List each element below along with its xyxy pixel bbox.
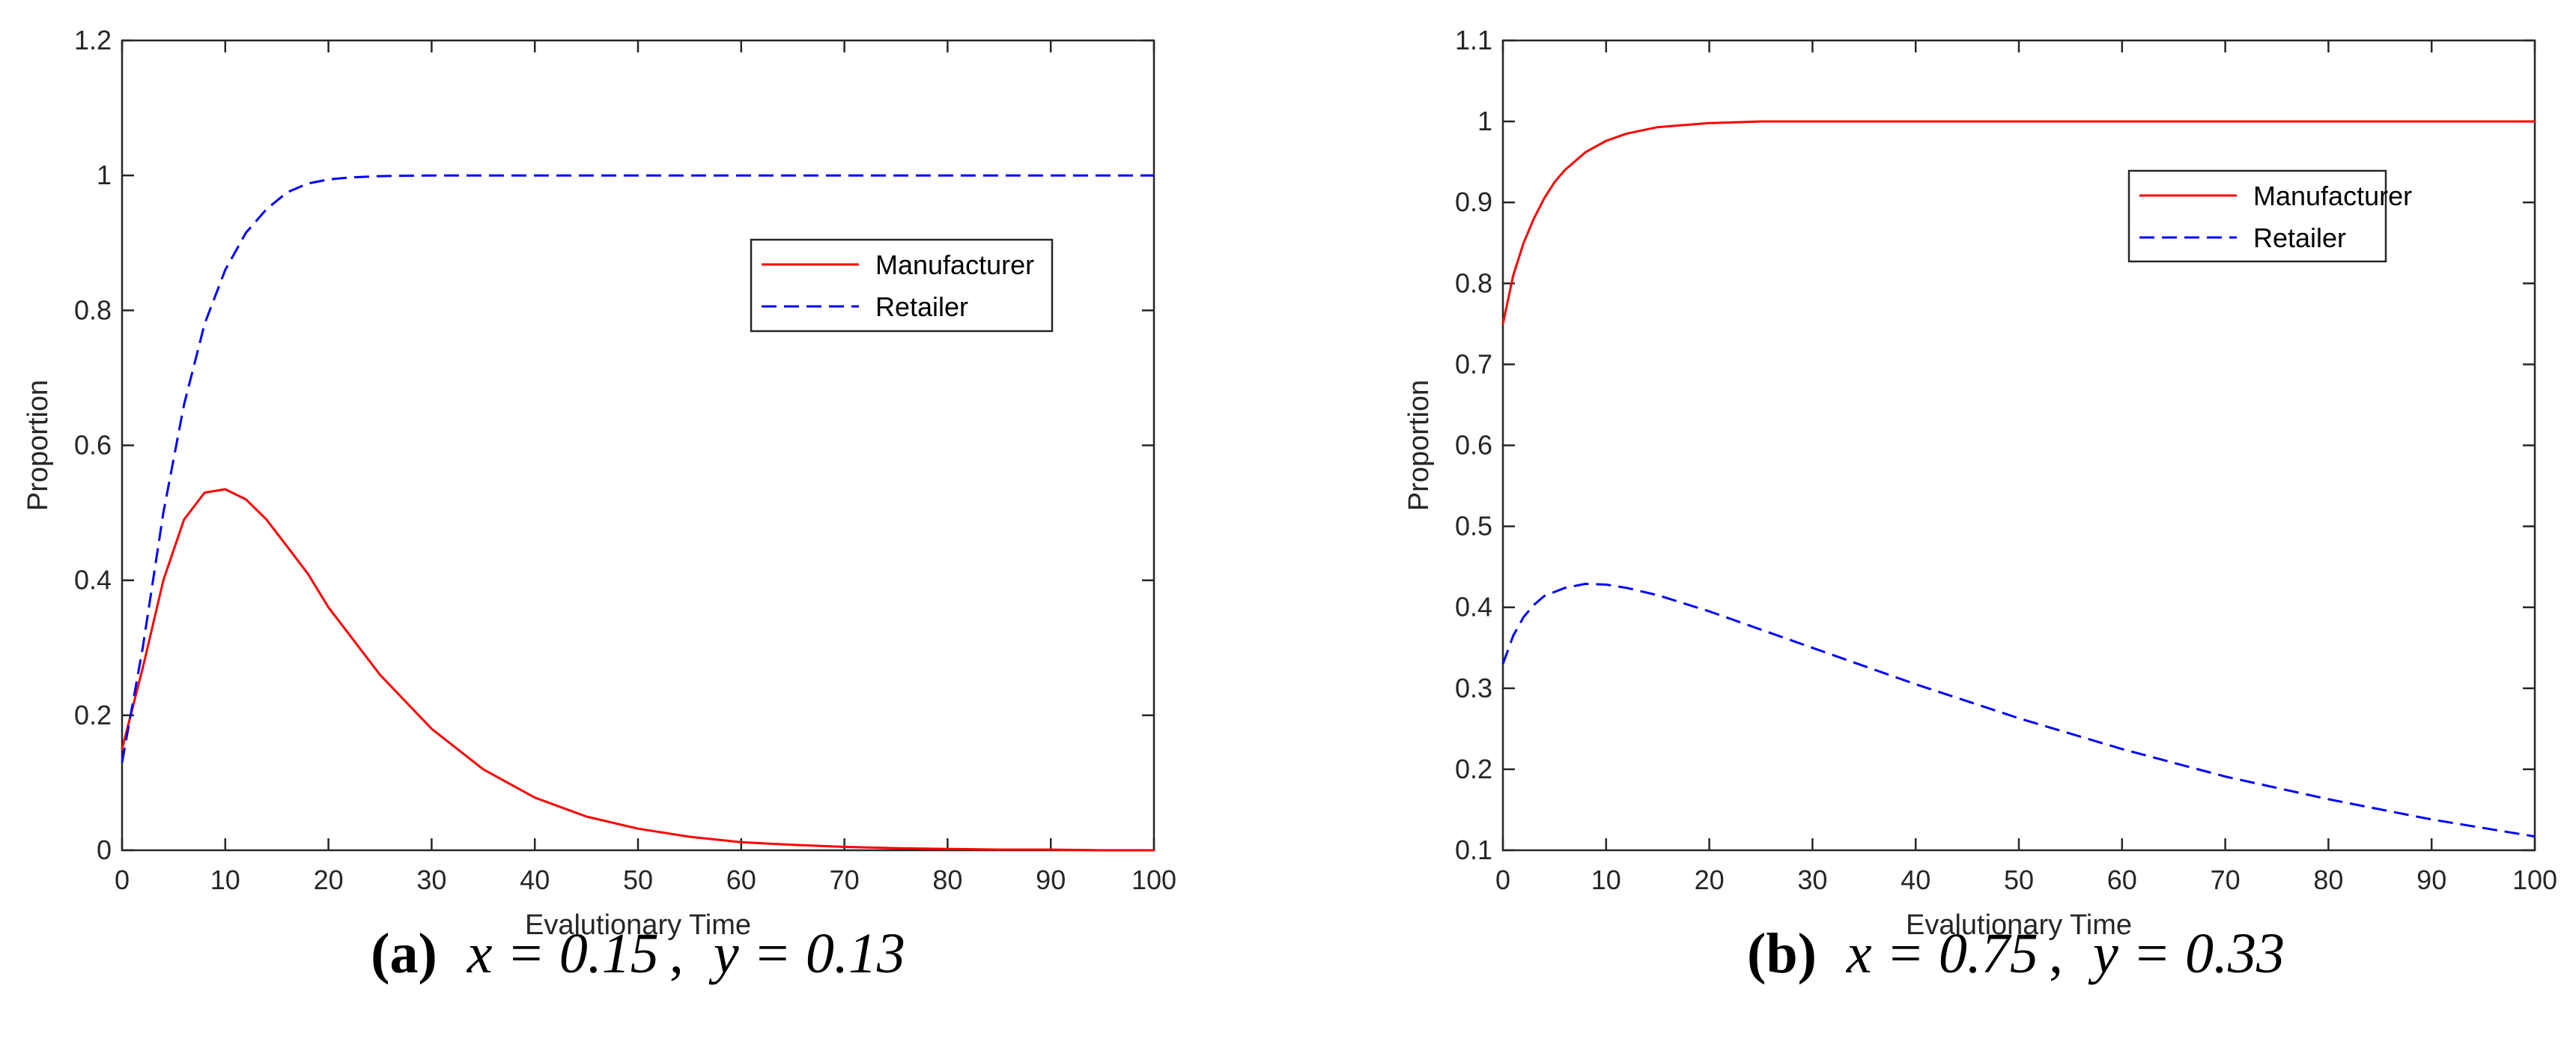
x-tick-label: 30 (1797, 864, 1827, 895)
y-tick-label: 0.2 (1455, 754, 1492, 784)
y-tick-label: 1.2 (74, 25, 112, 55)
y-tick-label: 0.6 (74, 430, 112, 461)
x-tick-label: 50 (2004, 864, 2034, 895)
y-tick-label: 0.4 (1455, 592, 1492, 623)
legend-box (750, 238, 1054, 333)
y-axis-label: Proportion (22, 380, 54, 511)
caption: (b) x = 0.75, y = 0.33 (1747, 922, 2285, 985)
series-line-manufacturer (121, 488, 1155, 852)
y-tick-label: 0.9 (1455, 187, 1492, 217)
legend-label-manufacturer: Manufacturer (875, 249, 1034, 280)
x-tick-label: 90 (2416, 864, 2446, 895)
y-tick-label: 1 (1477, 106, 1492, 136)
y-axis-label: Proportion (1403, 380, 1435, 511)
chart-b: 0 10 20 30 40 50 60 70 80 90 100 0.1 0.2 0.3 0.4 0.5 0.6… (1403, 25, 2557, 985)
y-tick-label: 0.4 (74, 565, 112, 596)
x-tick-label: 40 (1901, 864, 1931, 895)
x-tick-label: 0 (115, 864, 130, 895)
x-tick-label: 90 (1036, 864, 1066, 895)
caption-y: y = 0.13 (708, 922, 905, 985)
x-axis-label: Evalutionary Time (525, 909, 751, 941)
y-tick-label: 0.8 (1455, 267, 1492, 298)
x-tick-label: 50 (623, 864, 653, 895)
legend-box (2127, 169, 2387, 263)
x-tick-label: 60 (2107, 864, 2137, 895)
y-tick-label: 0.2 (74, 700, 112, 730)
caption-x: x = 0.75 (1846, 922, 2038, 985)
y-tick-label: 1.1 (1455, 25, 1492, 55)
x-tick-label: 10 (1591, 864, 1621, 895)
series-line-retailer (121, 174, 1154, 763)
x-tick-label: 60 (726, 864, 756, 895)
x-tick-label: 10 (210, 864, 240, 895)
x-tick-label: 30 (416, 864, 446, 895)
x-tick-label: 70 (830, 864, 860, 895)
legend-label-retailer: Retailer (875, 291, 968, 322)
y-tick-label: 0 (97, 835, 112, 865)
caption-y: y = 0.33 (2088, 922, 2285, 985)
y-tick-label: 0.7 (1455, 348, 1492, 379)
caption-x: x = 0.15 (467, 922, 659, 985)
x-tick-label: 80 (932, 864, 962, 895)
x-tick-label: 100 (2512, 864, 2557, 895)
chart-a: 0 10 20 30 40 50 60 70 80 90 100 0 0.2 0.4 0.6 0.8 1 1.2 E… (22, 25, 1176, 985)
series-line-retailer (1501, 582, 2536, 838)
y-tick-label: 0.3 (1455, 673, 1492, 703)
y-tick-label: 1 (97, 160, 112, 190)
caption-letter: (a) (371, 922, 437, 985)
x-tick-label: 20 (1695, 864, 1725, 895)
legend-label-retailer: Retailer (2253, 222, 2346, 253)
x-tick-label: 20 (314, 864, 344, 895)
series-line-manufacturer (1501, 120, 2536, 325)
caption-sep: , (2049, 922, 2063, 985)
y-tick-label: 0.5 (1455, 511, 1492, 542)
x-tick-label: 40 (520, 864, 550, 895)
y-tick-label: 0.6 (1455, 430, 1492, 461)
caption-sep: , (669, 922, 684, 985)
caption-letter: (b) (1747, 922, 1817, 985)
legend: Manufacturer Retailer (2127, 169, 2412, 263)
caption: (a) x = 0.15, y = 0.13 (371, 922, 905, 985)
x-tick-label: 100 (1131, 864, 1176, 895)
x-tick-label: 80 (2313, 864, 2343, 895)
x-tick-label: 0 (1495, 864, 1510, 895)
x-axis-label: Evalutionary Time (1906, 909, 2132, 941)
x-tick-label: 70 (2211, 864, 2241, 895)
legend-label-manufacturer: Manufacturer (2253, 181, 2412, 211)
legend: Manufacturer Retailer (750, 238, 1054, 333)
y-tick-label: 0.1 (1455, 835, 1492, 865)
y-tick-label: 0.8 (74, 294, 112, 325)
